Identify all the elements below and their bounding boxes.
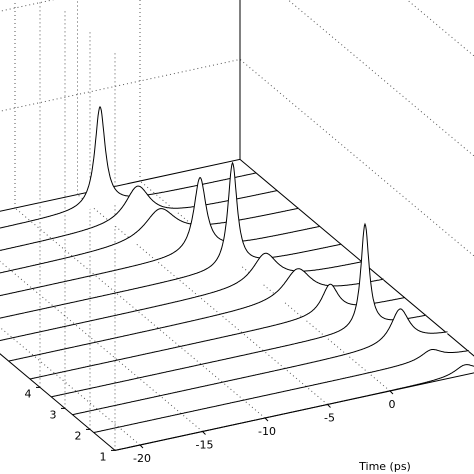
- trace-fill: [0, 208, 299, 274]
- trace: [0, 176, 321, 297]
- x-tick: [202, 431, 206, 435]
- y-tick-label: 2: [75, 429, 82, 442]
- grid-line: [14, 207, 266, 419]
- x-tick-label: -5: [324, 412, 335, 425]
- trace-fill: [93, 349, 469, 433]
- grid-line: [139, 180, 391, 392]
- x-tick: [389, 390, 394, 395]
- x-tick-label: -20: [133, 452, 151, 465]
- x-tick-label: -10: [258, 425, 276, 438]
- trace-fill: [0, 253, 363, 341]
- trace: [0, 185, 278, 251]
- x-tick-label: 0: [389, 398, 396, 411]
- y-axis: [0, 353, 116, 451]
- x-tick: [139, 444, 144, 449]
- trace: [51, 222, 427, 398]
- x-tick: [264, 417, 269, 422]
- trace: [8, 268, 384, 362]
- y-tick-label: 1: [100, 450, 107, 463]
- x-axis: [114, 372, 474, 451]
- x-tick-label: -15: [196, 439, 214, 452]
- trace: [93, 349, 469, 433]
- trace: [29, 283, 406, 380]
- trace: [0, 105, 257, 229]
- trace: [72, 308, 448, 416]
- x-tick: [327, 404, 331, 408]
- trace-fill: [8, 268, 384, 362]
- y-tick-label: 4: [25, 387, 32, 400]
- trace: [0, 161, 342, 319]
- y-tick-label: 3: [50, 408, 57, 421]
- x-axis-label: Time (ps): [358, 460, 411, 473]
- grid-line: [77, 194, 328, 405]
